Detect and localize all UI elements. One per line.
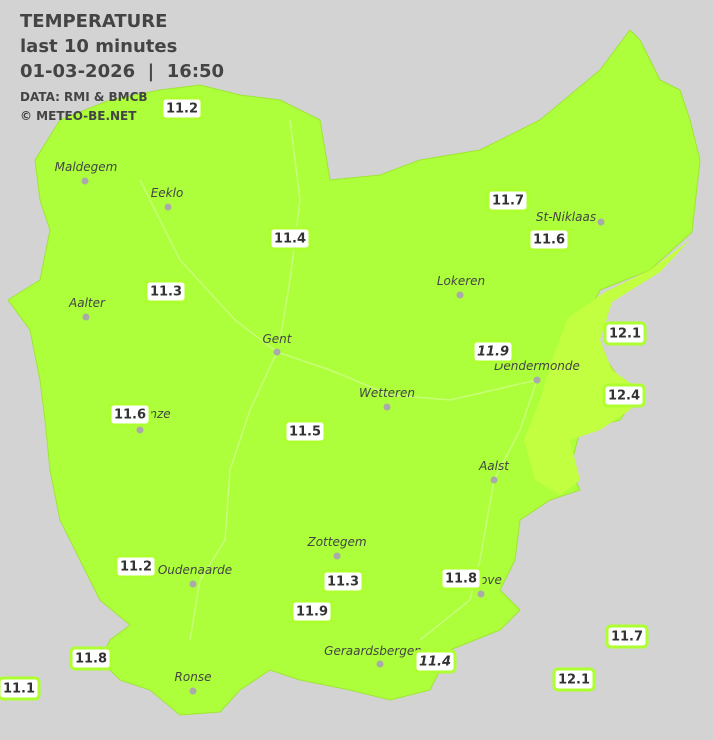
stations: 11.2 11.7 11.6 11.4 11.3 12.1 11.9 12.4 11.6 11.5… — [0, 96, 649, 701]
town-label: Gent — [263, 332, 293, 346]
station: 11.5 — [283, 419, 327, 444]
town-dot — [533, 376, 541, 384]
town-label: Zottegem — [306, 535, 366, 549]
station-value: 11.2 — [120, 560, 152, 575]
station-value: 11.2 — [166, 102, 198, 117]
station-box — [114, 554, 158, 579]
station: 11.8 — [439, 566, 483, 591]
station-value: 12.4 — [608, 389, 640, 404]
town-dot — [376, 660, 384, 668]
station: 11.2 — [160, 96, 204, 121]
station-box — [268, 226, 312, 251]
town-dot — [333, 552, 341, 560]
station-box — [0, 676, 41, 701]
station-box — [439, 566, 483, 591]
title: TEMPERATURE — [20, 11, 167, 32]
station-box — [527, 227, 571, 252]
station-box — [605, 624, 649, 649]
station-box — [413, 649, 457, 674]
town-dot — [136, 426, 144, 434]
station-value: 11.7 — [611, 630, 643, 645]
station: 11.8 — [69, 646, 113, 671]
source: DATA: RMI & BMCB — [20, 90, 148, 104]
station-value: 11.8 — [445, 572, 477, 587]
town-dot — [189, 580, 197, 588]
station-box — [552, 667, 596, 692]
station: 12.4 — [602, 383, 646, 408]
station: 11.2 — [114, 554, 158, 579]
station-value: 12.1 — [558, 673, 590, 688]
station: 12.1 — [603, 321, 647, 346]
station-box — [160, 96, 204, 121]
station-box — [283, 419, 327, 444]
towns: Maldegem Eeklo Aalter Gent Lokeren St-Niklaas… — [55, 160, 605, 695]
station: 11.6 — [527, 227, 571, 252]
town-dot — [597, 218, 605, 226]
station-value: 11.4 — [274, 232, 306, 247]
subtitle: last 10 minutes — [20, 36, 177, 57]
town-dot — [189, 687, 197, 695]
town-label: Dendermonde — [494, 359, 580, 373]
rivers — [139, 119, 538, 641]
station-box — [290, 599, 334, 624]
station: 11.6 — [108, 402, 152, 427]
town-dot — [273, 348, 281, 356]
river — [189, 351, 278, 641]
station-value: 11.5 — [289, 425, 321, 440]
town-label: Lokeren — [437, 274, 485, 288]
station: 11.7 — [605, 624, 649, 649]
station-value: 11.6 — [533, 233, 565, 248]
town-label: St-Niklaas — [536, 210, 596, 224]
station-value: 12.1 — [609, 327, 641, 342]
station-value: 11.9 — [296, 605, 328, 620]
station: 11.1 — [0, 676, 41, 701]
station-box — [602, 383, 646, 408]
copyright: © METEO-BE.NET — [20, 109, 137, 123]
station: 11.7 — [486, 188, 530, 213]
station: 11.3 — [321, 569, 365, 594]
town-dot — [383, 403, 391, 411]
station-box — [321, 569, 365, 594]
station: 11.9 — [290, 599, 334, 624]
town-label: Aalter — [68, 296, 106, 310]
station: 12.1 — [552, 667, 596, 692]
station-box — [69, 646, 113, 671]
station-value: 11.3 — [327, 575, 359, 590]
station-value: 11.1 — [3, 682, 35, 697]
town-label: Maldegem — [55, 160, 118, 174]
station-value: 11.6 — [114, 408, 146, 423]
station-box — [471, 339, 515, 364]
town-label: Geraardsbergen — [324, 644, 422, 658]
town-label: Eeklo — [151, 186, 184, 200]
station-box — [603, 321, 647, 346]
station-value: 11.8 — [75, 652, 107, 667]
town-dot — [490, 476, 498, 484]
town-dot — [164, 203, 172, 211]
station: 11.3 — [144, 279, 188, 304]
station-box — [108, 402, 152, 427]
town-label: Ronse — [175, 670, 212, 684]
town-dot — [81, 177, 89, 185]
river — [419, 379, 538, 641]
town-dot — [456, 291, 464, 299]
station: 11.4 — [413, 649, 457, 674]
town-dot — [477, 590, 485, 598]
station-value: 11.4 — [419, 655, 451, 670]
station: 11.4 — [268, 226, 312, 251]
town-dot — [82, 313, 90, 321]
station-box — [486, 188, 530, 213]
station-value: 11.9 — [477, 345, 509, 360]
river — [139, 179, 538, 401]
town-label: Wetteren — [359, 386, 415, 400]
station-value: 11.3 — [150, 285, 182, 300]
station-box — [144, 279, 188, 304]
station: 11.9 — [471, 339, 515, 364]
town-label: Oudenaarde — [158, 563, 232, 577]
town-label: Aalst — [478, 459, 510, 473]
station-value: 11.7 — [492, 194, 524, 209]
warm-zone — [524, 240, 690, 495]
datetime: 01-03-2026 | 16:50 — [20, 61, 224, 82]
